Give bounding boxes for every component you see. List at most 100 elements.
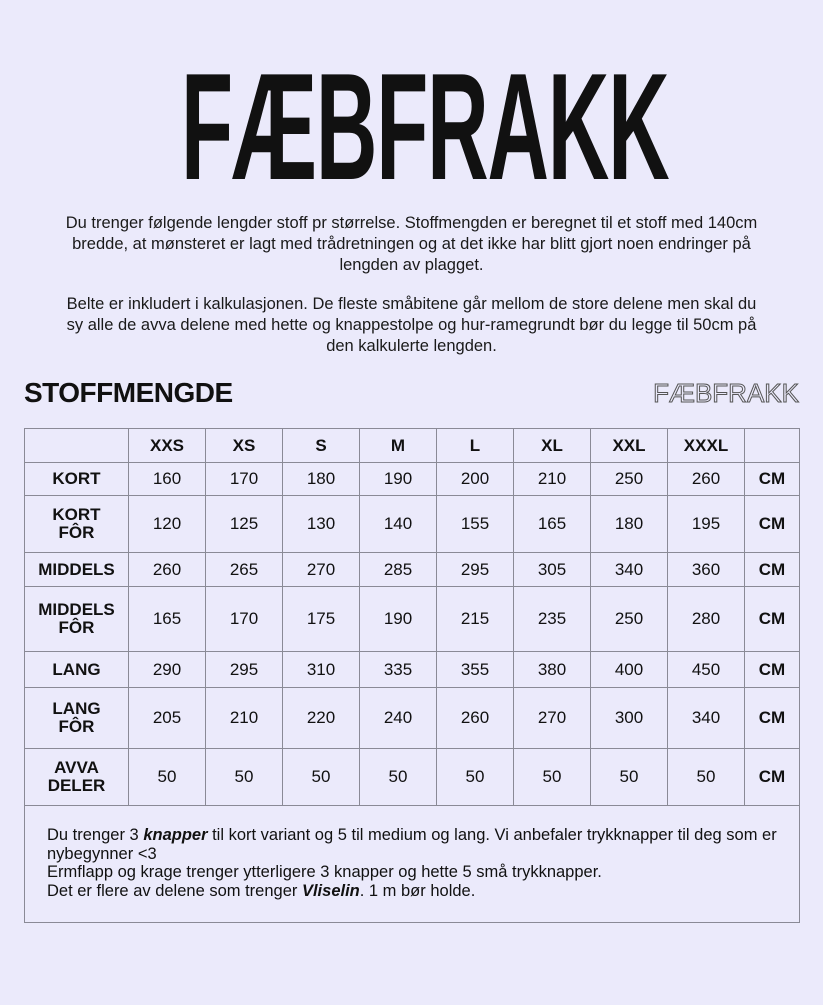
value-cell: 175 <box>282 586 360 652</box>
value-cell: 220 <box>282 687 360 749</box>
row-label: LANG FÔR <box>24 687 129 749</box>
row-label-line: KORT <box>52 469 101 488</box>
size-header: XXS <box>128 428 206 463</box>
row-label-line: FÔR <box>58 618 95 637</box>
value-cell: 295 <box>436 552 514 587</box>
row-label-line: KORT <box>52 505 101 524</box>
brand-logo: FÆBFRAKK <box>181 42 670 212</box>
note-text: Du trenger 3 <box>47 826 144 844</box>
value-cell: 380 <box>513 651 591 688</box>
table-row: MIDDELS FÔR 165 170 175 190 215 235 250 280 CM <box>24 586 800 652</box>
note-text: Det er flere av delene som trenger <box>47 881 302 900</box>
row-label-line: DELER <box>47 776 106 795</box>
value-cell: 50 <box>667 748 745 806</box>
value-cell: 160 <box>128 462 206 496</box>
value-cell: 335 <box>359 651 437 688</box>
value-cell: 260 <box>128 552 206 587</box>
corner-cell <box>24 428 129 463</box>
value-cell: 235 <box>513 586 591 652</box>
value-cell: 355 <box>436 651 514 688</box>
value-cell: 270 <box>513 687 591 749</box>
row-label-line: MIDDELS <box>38 600 115 619</box>
value-cell: 50 <box>128 748 206 806</box>
value-cell: 170 <box>205 586 283 652</box>
value-cell: 125 <box>205 495 283 553</box>
row-label-line: AVVA <box>54 758 99 777</box>
value-cell: 310 <box>282 651 360 688</box>
value-cell: 270 <box>282 552 360 587</box>
row-label: KORT FÔR <box>24 495 129 553</box>
value-cell: 50 <box>436 748 514 806</box>
note-line-2: Ermflapp og krage trenger ytterligere 3 … <box>47 863 602 881</box>
row-label: LANG <box>24 651 129 688</box>
intro-paragraph-2: Belte er inkludert i kalkulasjonen. De f… <box>66 295 757 355</box>
table-row: KORT FÔR 120 125 130 140 155 165 180 195 CM <box>24 495 800 553</box>
row-label: AVVA DELER <box>24 748 129 806</box>
value-cell: 50 <box>359 748 437 806</box>
value-cell: 195 <box>667 495 745 553</box>
value-cell: 240 <box>359 687 437 749</box>
value-cell: 280 <box>667 586 745 652</box>
unit-cell: CM <box>744 687 800 749</box>
row-label: MIDDELS <box>24 552 129 587</box>
value-cell: 180 <box>590 495 668 553</box>
unit-header <box>744 428 800 463</box>
section-title: STOFFMENGDE <box>24 377 233 408</box>
size-header: L <box>436 428 514 463</box>
value-cell: 165 <box>128 586 206 652</box>
value-cell: 190 <box>359 586 437 652</box>
value-cell: 50 <box>590 748 668 806</box>
value-cell: 260 <box>667 462 745 496</box>
value-cell: 50 <box>282 748 360 806</box>
row-label: MIDDELS FÔR <box>24 586 129 652</box>
table-row: MIDDELS 260 265 270 285 295 305 340 360 CM <box>24 552 800 587</box>
size-header: S <box>282 428 360 463</box>
row-label-line: LANG <box>52 699 101 718</box>
unit-cell: CM <box>744 552 800 587</box>
brand-logo-outline: FÆBFRAKK <box>653 378 800 409</box>
unit-cell: CM <box>744 462 800 496</box>
value-cell: 250 <box>590 586 668 652</box>
unit-cell: CM <box>744 495 800 553</box>
table-header-row: XXS XS S M L XL XXL XXXL <box>24 428 800 463</box>
value-cell: 265 <box>205 552 283 587</box>
size-header: XS <box>205 428 283 463</box>
value-cell: 205 <box>128 687 206 749</box>
notes-row: Du trenger 3 knapper til kort variant og… <box>24 805 800 923</box>
value-cell: 450 <box>667 651 745 688</box>
note-text: . 1 m bør holde. <box>359 881 476 900</box>
size-header: XXL <box>590 428 668 463</box>
size-header: M <box>359 428 437 463</box>
value-cell: 305 <box>513 552 591 587</box>
table-row: LANG FÔR 205 210 220 240 260 270 300 340 CM <box>24 687 800 749</box>
row-label-line: FÔR <box>58 523 95 542</box>
size-header: XL <box>513 428 591 463</box>
value-cell: 340 <box>590 552 668 587</box>
row-label-line: MIDDELS <box>38 559 115 579</box>
unit-cell: CM <box>744 748 800 806</box>
value-cell: 260 <box>436 687 514 749</box>
note-emphasis: knapper <box>143 826 208 844</box>
value-cell: 140 <box>359 495 437 553</box>
intro-paragraph-1: Du trenger følgende lengder stoff pr stø… <box>65 214 758 274</box>
value-cell: 340 <box>667 687 745 749</box>
row-label-line: FÔR <box>58 717 95 736</box>
table-row: KORT 160 170 180 190 200 210 250 260 CM <box>24 462 800 496</box>
value-cell: 170 <box>205 462 283 496</box>
value-cell: 155 <box>436 495 514 553</box>
value-cell: 130 <box>282 495 360 553</box>
table-row: AVVA DELER 50 50 50 50 50 50 50 50 CM <box>24 748 800 806</box>
value-cell: 215 <box>436 586 514 652</box>
value-cell: 165 <box>513 495 591 553</box>
value-cell: 120 <box>128 495 206 553</box>
value-cell: 285 <box>359 552 437 587</box>
fabric-table: XXS XS S M L XL XXL XXXL KORT 160 170 180 190 200 210… <box>24 428 800 923</box>
value-cell: 180 <box>282 462 360 496</box>
value-cell: 210 <box>513 462 591 496</box>
value-cell: 360 <box>667 552 745 587</box>
value-cell: 50 <box>205 748 283 806</box>
value-cell: 295 <box>205 651 283 688</box>
value-cell: 190 <box>359 462 437 496</box>
size-header: XXXL <box>667 428 745 463</box>
value-cell: 400 <box>590 651 668 688</box>
